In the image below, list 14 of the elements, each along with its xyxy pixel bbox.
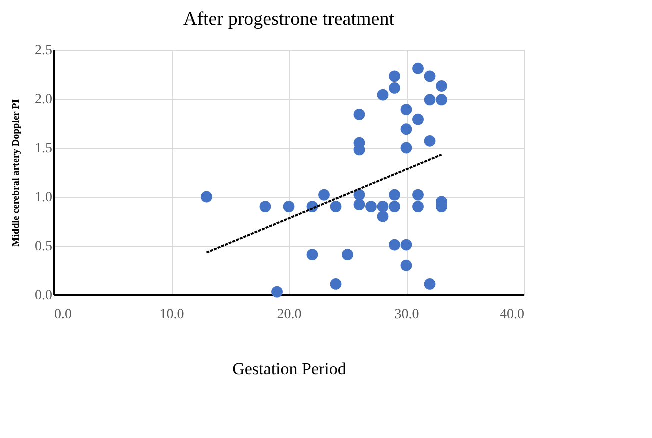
y-tick-label: 2.0 — [35, 92, 52, 108]
y-tick-label: 1.0 — [35, 190, 52, 206]
y-tick-label: 2.5 — [35, 44, 52, 58]
y-tick-label: 0.0 — [35, 288, 52, 304]
x-tick-label: 40.0 — [500, 308, 524, 322]
y-axis-title: Middle cerebral artery Doppler PI — [11, 99, 22, 247]
x-tick-label: 10.0 — [160, 308, 184, 322]
y-tick-label: 0.5 — [35, 240, 52, 254]
x-tick-label: 30.0 — [394, 308, 420, 322]
y-tick-label: 1.5 — [35, 142, 52, 156]
chart-title: After progestrone treatment — [183, 9, 396, 30]
x-tick-label: 20.0 — [277, 308, 302, 322]
x-axis-title: Gestation Period — [232, 360, 347, 378]
x-tick-label: 0.0 — [54, 308, 72, 322]
